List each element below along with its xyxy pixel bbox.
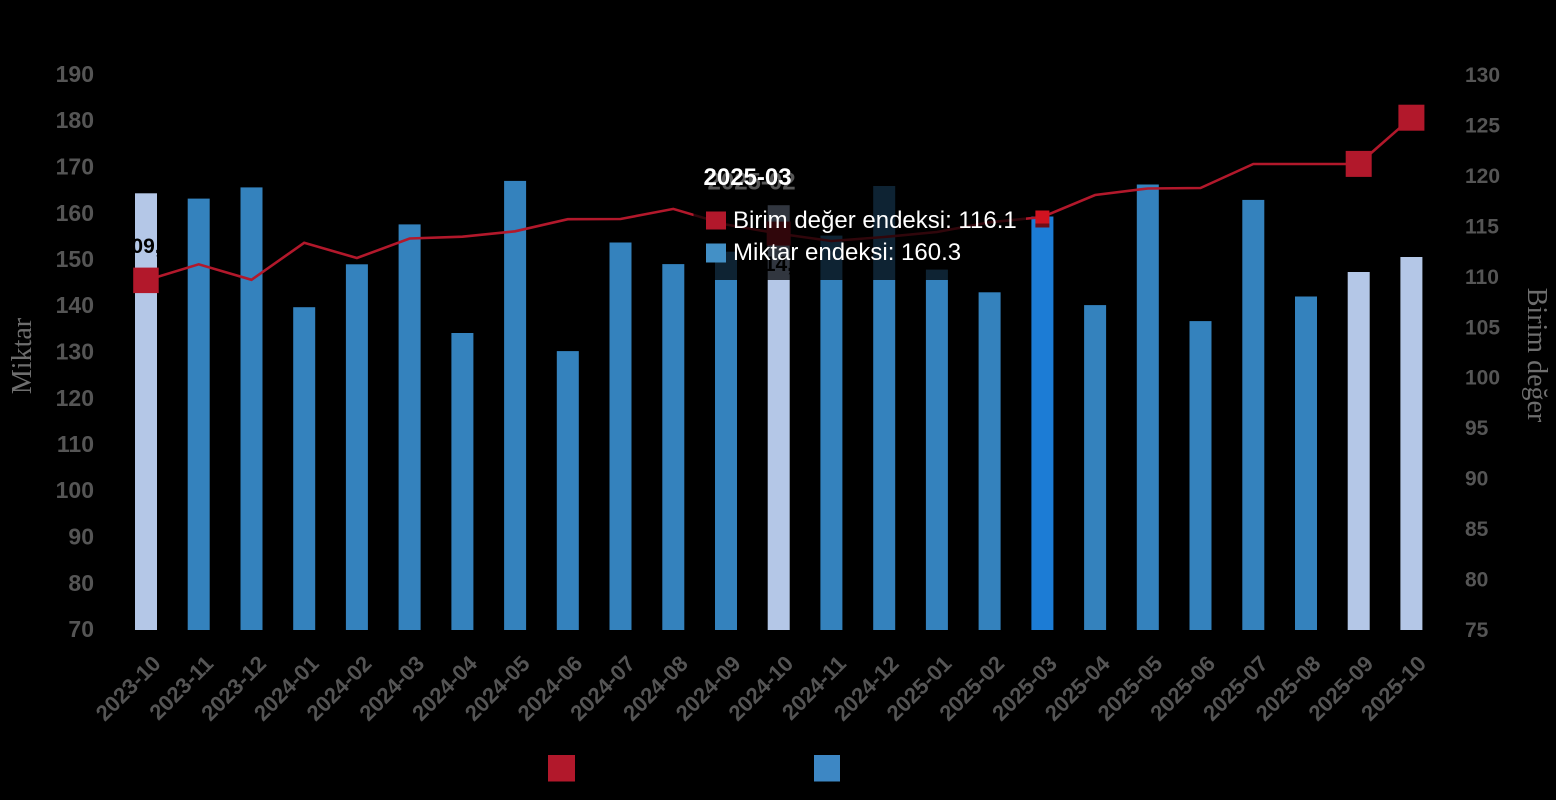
svg-text:109,6: 109,6 [120,235,173,258]
svg-text:2025-03: 2025-03 [704,164,792,191]
svg-text:105: 105 [1465,316,1500,339]
svg-text:90: 90 [1465,468,1488,491]
svg-text:110: 110 [57,431,94,457]
svg-text:180: 180 [56,107,94,133]
svg-text:100: 100 [1465,367,1500,390]
svg-text:130: 130 [56,339,94,365]
svg-text:170: 170 [56,154,94,180]
svg-text:80: 80 [1465,569,1488,592]
svg-text:160: 160 [56,200,94,226]
svg-text:100: 100 [56,477,94,503]
svg-text:130: 130 [1465,64,1500,87]
svg-text:125: 125 [1465,115,1500,138]
svg-text:110: 110 [1465,266,1499,289]
svg-text:85: 85 [1465,518,1489,541]
svg-text:140: 140 [56,292,94,318]
svg-text:95: 95 [1465,417,1489,440]
svg-text:120: 120 [1465,165,1500,188]
svg-text:Miktar: Miktar [7,317,38,394]
svg-text:Birim değer endeksi: 116.1: Birim değer endeksi: 116.1 [733,207,1017,234]
svg-text:75: 75 [1465,619,1489,642]
svg-text:90: 90 [68,524,94,550]
svg-text:2025-02: 2025-02 [708,169,796,196]
svg-text:Birim değer: Birim değer [1521,288,1552,423]
svg-text:190: 190 [56,61,94,87]
svg-text:Miktar endeksi: 160.3: Miktar endeksi: 160.3 [733,239,961,266]
svg-text:70: 70 [68,616,94,642]
svg-text:150: 150 [56,246,94,272]
svg-text:80: 80 [68,570,94,596]
svg-text:115: 115 [1465,215,1499,238]
svg-text:120: 120 [56,385,94,411]
